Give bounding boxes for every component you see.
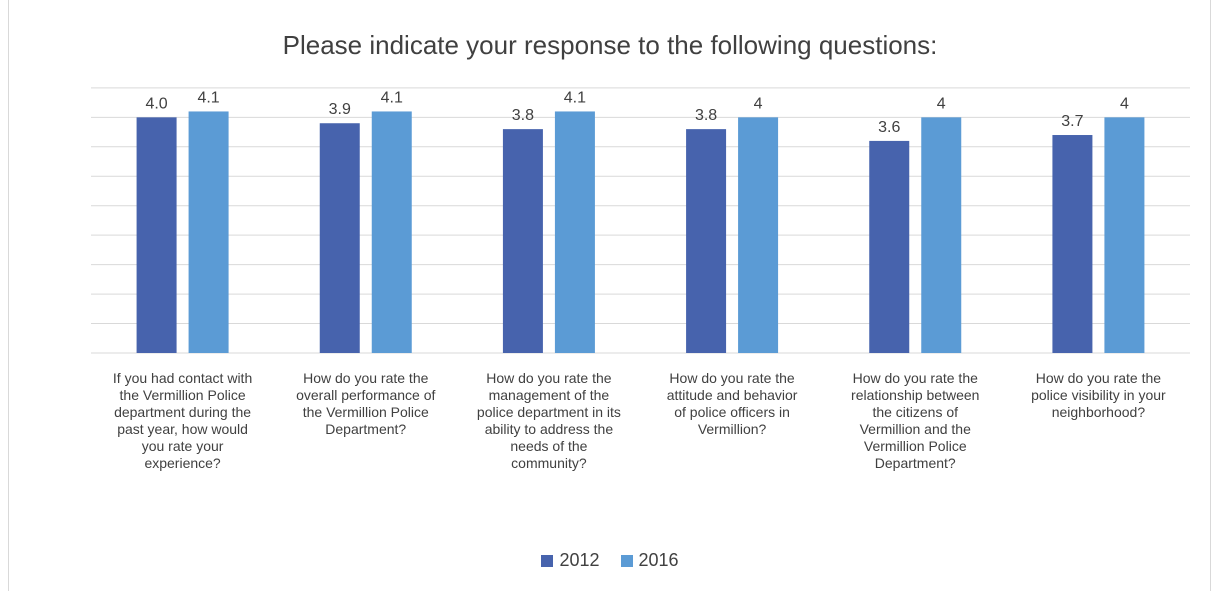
data-label-2012-2: 3.9: [329, 101, 351, 118]
data-label-2016-3: 4.1: [564, 89, 586, 106]
category-label-line: the Vermillion Police: [302, 404, 429, 420]
category-label-line: department during the: [114, 404, 252, 420]
chart-title: Please indicate your response to the fol…: [282, 30, 938, 60]
legend-item-2016: 2016: [620, 550, 679, 571]
category-label-line: How do you rate the: [669, 370, 795, 386]
category-label-line: the Vermillion Police: [119, 387, 246, 403]
category-label-line: police department in its: [476, 404, 621, 420]
legend-label-2012: 2012: [559, 550, 600, 570]
category-label-line: If you had contact with: [112, 370, 253, 386]
bar-2012-2: [319, 123, 360, 353]
bar-2012-5: [869, 140, 910, 353]
legend-swatch-2012: [541, 554, 554, 567]
data-label-2016-2: 4.1: [381, 89, 403, 106]
bar-2016-4: [738, 117, 779, 353]
bar-2016-1: [188, 111, 229, 354]
category-label-line: you rate your: [141, 438, 224, 454]
category-label-line: past year, how would: [117, 421, 248, 437]
category-label-line: How do you rate the: [303, 370, 429, 386]
category-label-line: Department?: [874, 455, 956, 471]
data-label-2012-5: 3.6: [878, 119, 900, 136]
bar-2012-1: [136, 117, 177, 353]
category-label-line: community?: [511, 455, 587, 471]
category-label-3: How do you rate the management of the poli…: [459, 370, 639, 472]
category-label-line: How do you rate the: [486, 370, 612, 386]
bar-2016-5: [921, 117, 962, 353]
data-label-2016-5: 4: [937, 95, 946, 112]
category-label-line: attitude and behavior: [666, 387, 798, 403]
category-label-6: How do you rate the police visibility in …: [1008, 370, 1188, 421]
category-label-2: How do you rate the overall performance o…: [276, 370, 456, 438]
category-label-line: experience?: [144, 455, 221, 471]
legend-swatch-2016: [620, 554, 633, 567]
legend-item-2012: 2012: [541, 550, 599, 571]
category-label-line: ability to address the: [484, 421, 614, 437]
data-label-2012-3: 3.8: [512, 107, 534, 124]
bar-2012-3: [502, 129, 543, 353]
category-label-5: How do you rate the relationship between t…: [825, 370, 1005, 472]
category-label-line: How do you rate the: [1035, 370, 1162, 386]
data-label-2016-1: 4.1: [197, 89, 219, 106]
category-label-line: How do you rate the: [852, 370, 978, 386]
data-label-2012-4: 3.8: [695, 107, 717, 124]
data-label-2012-1: 4.0: [145, 95, 167, 112]
data-label-2016-4: 4: [754, 95, 763, 112]
category-label-line: management of the: [488, 387, 610, 403]
category-label-line: Department?: [325, 421, 407, 437]
bar-2016-3: [554, 111, 595, 354]
data-label-2012-6: 3.7: [1061, 113, 1083, 130]
category-label-line: Vermillion Police: [863, 438, 967, 454]
category-label-line: of police officers in: [674, 404, 790, 420]
chart-frame: [8, 0, 1211, 591]
category-label-line: the citizens of: [872, 404, 959, 420]
category-label-1: If you had contact with the Vermillion Po…: [93, 370, 273, 472]
bar-2012-4: [686, 129, 727, 353]
legend: 2012 2016: [0, 550, 1220, 572]
bar-2016-6: [1104, 117, 1145, 353]
category-label-line: neighborhood?: [1051, 404, 1146, 420]
bar-2012-6: [1052, 135, 1093, 353]
category-label-line: Vermillion?: [697, 421, 767, 437]
data-label-2016-6: 4: [1120, 95, 1129, 112]
legend-label-2016: 2016: [638, 550, 679, 570]
category-label-line: police visibility in your: [1031, 387, 1166, 403]
category-label-line: needs of the: [510, 438, 588, 454]
category-label-line: relationship between: [851, 387, 980, 403]
category-label-line: overall performance of: [296, 387, 436, 403]
category-label-4: How do you rate the attitude and behavior…: [642, 370, 822, 438]
bar-2016-2: [371, 111, 412, 354]
category-label-line: Vermillion and the: [859, 421, 971, 437]
